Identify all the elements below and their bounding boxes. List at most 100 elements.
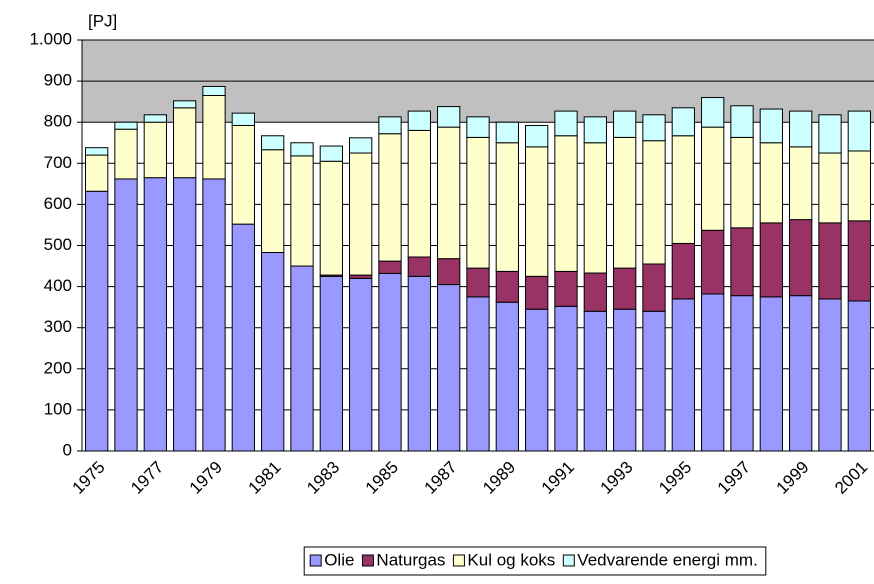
bar-segment <box>671 107 695 137</box>
y-tick-label: 0 <box>63 440 72 459</box>
bar-segment <box>613 110 637 138</box>
bar-segment <box>85 147 109 156</box>
bar-segment <box>613 136 637 269</box>
bar-segment <box>583 310 607 452</box>
bar-segment <box>202 94 226 180</box>
bar-segment <box>525 124 549 148</box>
bar-segment <box>466 296 490 452</box>
bar-segment <box>554 305 578 452</box>
bar-segment <box>231 124 255 225</box>
bar-segment <box>349 152 373 276</box>
y-tick-label: 600 <box>44 194 72 213</box>
x-tick-label: 1995 <box>655 458 695 498</box>
bar-segment <box>173 100 197 109</box>
bar-segment <box>231 223 255 452</box>
x-tick-label: 1997 <box>714 458 754 498</box>
y-axis-label: [PJ] <box>88 11 117 30</box>
bar-segment <box>173 177 197 452</box>
bar-segment <box>290 265 314 452</box>
bar-segment <box>759 222 783 298</box>
bar-segment <box>730 295 754 452</box>
bar-segment <box>466 267 490 298</box>
x-tick-label: 1985 <box>362 458 402 498</box>
x-tick-label: 1983 <box>303 458 343 498</box>
bar-segment <box>759 142 783 224</box>
bar-segment <box>818 298 842 452</box>
bar-segment <box>437 284 461 452</box>
y-tick-label: 900 <box>44 71 72 90</box>
x-tick-label: 2001 <box>831 458 871 498</box>
bar-segment <box>759 296 783 452</box>
bar-segment <box>525 308 549 452</box>
bar-segment <box>319 275 343 452</box>
y-tick-label: 1.000 <box>29 29 72 48</box>
y-tick-label: 800 <box>44 112 72 131</box>
bar-segment <box>730 105 754 138</box>
x-tick-label: 1991 <box>538 458 578 498</box>
bar-segment <box>143 177 167 452</box>
bar-segment <box>114 128 138 180</box>
bar-segment <box>378 116 402 135</box>
bar-segment <box>818 152 842 224</box>
y-tick-label: 500 <box>44 235 72 254</box>
x-tick-label: 1977 <box>127 458 167 498</box>
bar-segment <box>671 135 695 244</box>
bar-segment <box>642 140 666 265</box>
bar-segment <box>114 178 138 452</box>
bar-segment <box>261 135 285 151</box>
bar-segment <box>85 190 109 452</box>
bar-segment <box>495 301 519 452</box>
bar-segment <box>378 272 402 452</box>
bar-segment <box>495 121 519 144</box>
bar-segment <box>671 242 695 300</box>
bar-segment <box>642 263 666 312</box>
bar-segment <box>847 220 871 302</box>
bar-segment <box>231 112 255 126</box>
x-tick-label: 1975 <box>68 458 108 498</box>
bar-segment <box>466 136 490 269</box>
y-tick-label: 100 <box>44 399 72 418</box>
x-tick-label: 1979 <box>186 458 226 498</box>
bar-segment <box>495 142 519 272</box>
legend-swatch <box>452 554 465 567</box>
bar-segment <box>613 308 637 452</box>
legend-swatch <box>309 554 322 567</box>
y-tick-label: 700 <box>44 153 72 172</box>
bar-segment <box>290 142 314 157</box>
bar-segment <box>407 275 431 452</box>
legend-box <box>303 546 767 576</box>
bar-segment <box>730 136 754 229</box>
bar-segment <box>437 126 461 260</box>
bar-segment <box>642 114 666 142</box>
bar-segment <box>789 146 813 221</box>
bar-segment <box>143 121 167 179</box>
bar-segment <box>466 116 490 138</box>
x-tick-label: 1989 <box>479 458 519 498</box>
legend-swatch <box>562 554 575 567</box>
bar-segment <box>407 256 431 277</box>
bar-segment <box>554 135 578 272</box>
bar-segment <box>671 298 695 452</box>
bar-segment <box>437 106 461 128</box>
bar-segment <box>349 277 373 452</box>
bar-segment <box>261 149 285 253</box>
x-tick-label: 1999 <box>772 458 812 498</box>
bar-segment <box>437 258 461 286</box>
y-tick-label: 200 <box>44 358 72 377</box>
bar-segment <box>202 85 226 96</box>
bar-segment <box>85 154 109 192</box>
bar-segment <box>613 267 637 310</box>
legend-label: Naturgas <box>376 550 445 569</box>
bar-segment <box>789 219 813 297</box>
bar-segment <box>701 229 725 295</box>
x-tick-label: 1981 <box>244 458 284 498</box>
bar-segment <box>730 227 754 297</box>
bar-segment <box>701 126 725 231</box>
bar-segment <box>407 110 431 131</box>
bar-segment <box>554 110 578 137</box>
bar-segment <box>495 270 519 303</box>
bar-segment <box>525 146 549 277</box>
bar-segment <box>114 121 138 130</box>
bar-segment <box>818 222 842 300</box>
